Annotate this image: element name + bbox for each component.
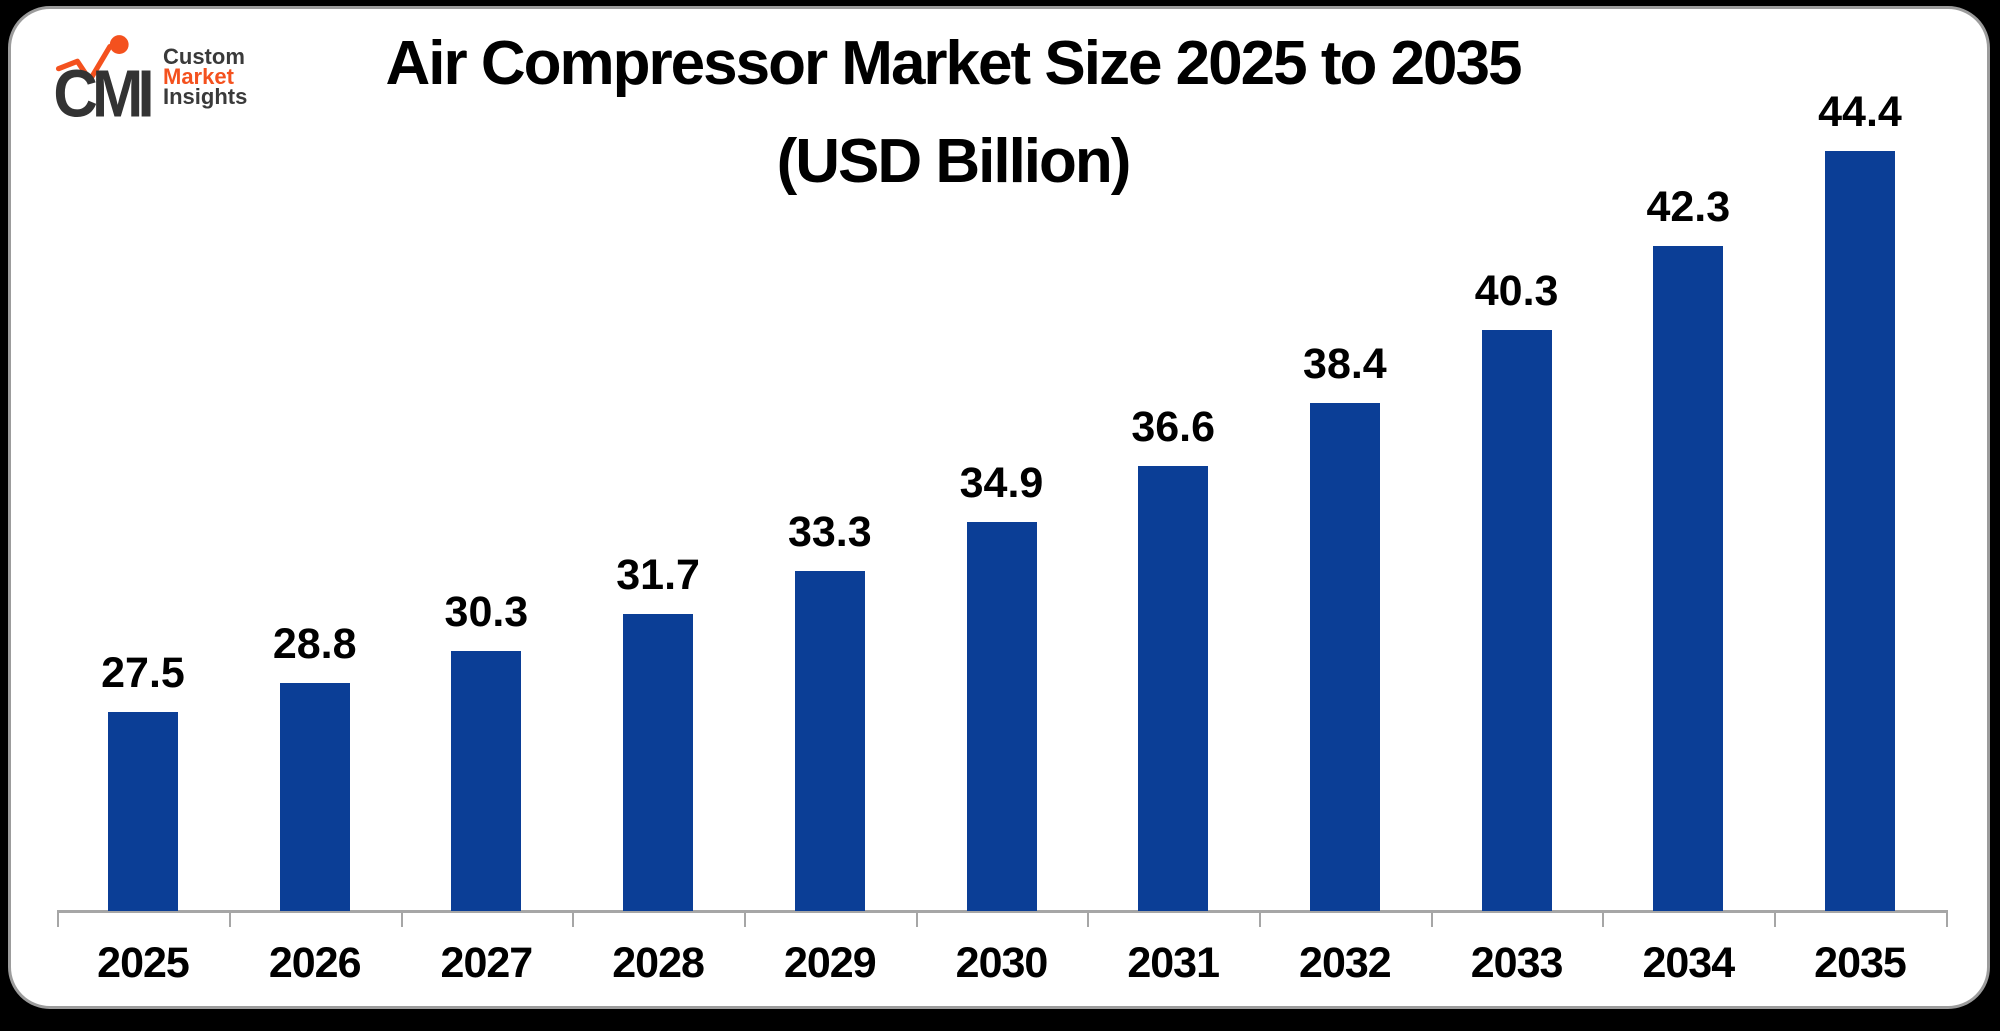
- x-axis-tick-label-2035: 2035: [1814, 939, 1907, 987]
- bar-2029: [794, 571, 865, 911]
- bar-2035: [1825, 151, 1895, 911]
- dot-icon: [109, 35, 129, 54]
- x-axis-tick-label-2028: 2028: [612, 939, 705, 987]
- bar-2028: [623, 614, 694, 911]
- logo-word-insights: Insights: [163, 84, 248, 109]
- x-axis-tick-mark: [400, 912, 403, 927]
- x-axis-tick-mark: [1774, 912, 1777, 927]
- x-axis-tick-mark: [1430, 912, 1433, 927]
- chart-title-line2: (USD Billion): [776, 127, 1132, 196]
- bar-2033: [1481, 330, 1552, 911]
- bar-value-label-2029: 33.3: [787, 508, 872, 556]
- x-axis-line: [57, 910, 1948, 913]
- x-axis-tick-label-2026: 2026: [268, 939, 362, 987]
- bar-2027: [451, 651, 522, 911]
- chart-title-line1: Air Compressor Market Size 2025 to 2035: [385, 29, 1523, 98]
- bar-2030: [966, 522, 1037, 911]
- x-axis-tick-label-2029: 2029: [783, 939, 877, 987]
- bar-value-label-2035: 44.4: [1818, 88, 1902, 136]
- trendline-icon: [55, 44, 113, 83]
- bar-value-label-2030: 34.9: [959, 459, 1044, 507]
- x-axis-tick-label-2032: 2032: [1299, 939, 1392, 987]
- bar-value-label-2026: 28.8: [272, 620, 357, 668]
- x-axis-tick-mark: [1945, 912, 1948, 927]
- x-axis-tick-label-2025: 2025: [97, 939, 190, 987]
- x-axis-tick-mark: [915, 912, 918, 927]
- bar-2025: [108, 712, 178, 911]
- bar-2026: [279, 683, 350, 911]
- x-axis-tick-mark: [1602, 912, 1605, 927]
- cmi-logo: CMI Custom Market Insights: [53, 31, 247, 123]
- bar-value-label-2027: 30.3: [444, 588, 529, 636]
- x-axis-tick-label-2027: 2027: [440, 939, 534, 987]
- bar-2031: [1138, 466, 1209, 911]
- logo-monogram-text: CMI: [53, 56, 151, 123]
- bar-value-label-2032: 38.4: [1303, 340, 1387, 388]
- bar-2032: [1309, 403, 1380, 911]
- bar-value-label-2033: 40.3: [1474, 267, 1559, 315]
- x-axis-tick-mark: [1087, 912, 1090, 927]
- x-axis-tick-mark: [1259, 912, 1262, 927]
- x-axis-tick-label-2033: 2033: [1470, 939, 1564, 987]
- chart-card: 27.5 2025 28.8 2026 30.3 2027 31.7 2028 33.3 2029…: [8, 6, 1990, 1009]
- logo-word-market: Market: [163, 64, 234, 89]
- bar-chart-plot: 27.5 2025 28.8 2026 30.3 2027 31.7 2028 33.3 2029…: [11, 9, 1987, 1006]
- bar-value-label-2025: 27.5: [101, 649, 185, 697]
- x-axis-tick-mark: [743, 912, 746, 927]
- bar-value-label-2034: 42.3: [1646, 183, 1731, 231]
- logo-wordmark: Custom Market Insights: [163, 44, 248, 109]
- x-axis-tick-label-2034: 2034: [1642, 939, 1735, 987]
- x-axis-tick-mark: [228, 912, 231, 927]
- logo-word-custom: Custom: [163, 44, 245, 69]
- bar-value-label-2028: 31.7: [616, 551, 700, 599]
- x-axis-tick-label-2031: 2031: [1127, 939, 1220, 987]
- bar-2034: [1653, 246, 1724, 911]
- x-axis-tick-mark: [572, 912, 575, 927]
- x-axis-tick-label-2030: 2030: [955, 939, 1049, 987]
- cmi-monogram-icon: CMI: [53, 35, 153, 123]
- chart-title: Air Compressor Market Size 2025 to 2035 …: [11, 33, 1895, 193]
- bar-value-label-2031: 36.6: [1131, 403, 1216, 451]
- x-axis-tick-mark: [57, 912, 60, 927]
